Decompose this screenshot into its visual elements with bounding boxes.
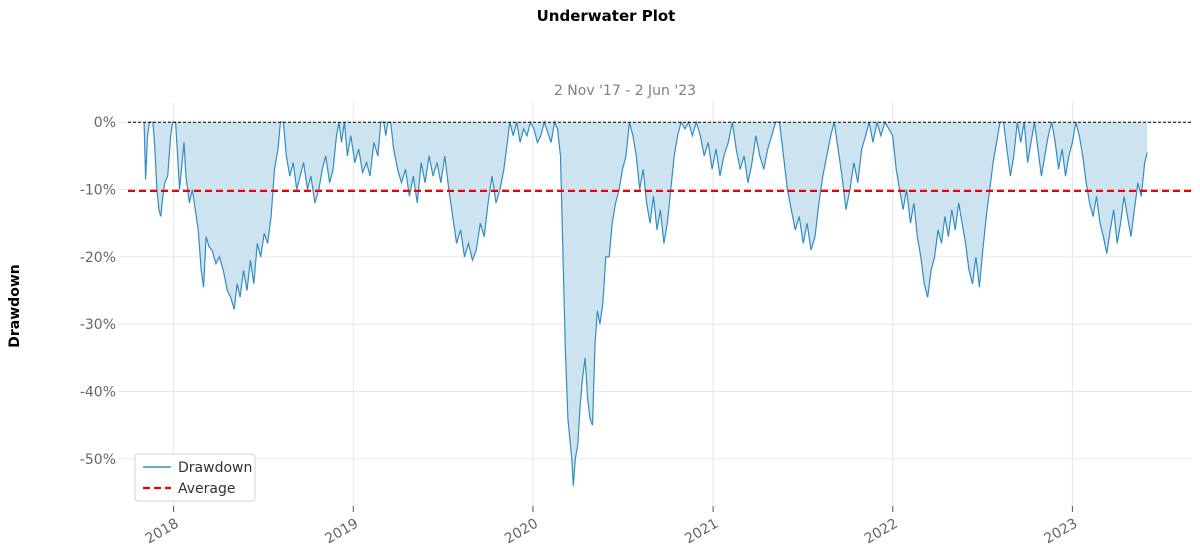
legend: Drawdown Average bbox=[134, 453, 256, 502]
x-axis-ticks: 2018 2019 2020 2021 2022 2023 bbox=[143, 506, 1081, 548]
drawdown-area bbox=[144, 122, 1148, 486]
x-tick-label: 2021 bbox=[682, 516, 721, 548]
y-tick-label: -40% bbox=[80, 385, 116, 401]
y-tick-label: -20% bbox=[80, 250, 116, 266]
legend-box bbox=[134, 453, 256, 502]
y-axis-ticks: 0% -10% -20% -30% -40% -50% bbox=[80, 115, 116, 468]
chart-subtitle: 2 Nov '17 - 2 Jun '23 bbox=[554, 83, 696, 99]
chart-title: Underwater Plot bbox=[537, 7, 676, 25]
y-tick-label: 0% bbox=[94, 115, 116, 131]
x-tick-label: 2020 bbox=[502, 516, 541, 548]
y-axis-label: Drawdown bbox=[7, 264, 23, 347]
legend-label-average: Average bbox=[178, 481, 236, 497]
legend-label-drawdown: Drawdown bbox=[178, 460, 252, 476]
drawdown-line bbox=[143, 120, 1148, 486]
x-tick-label: 2023 bbox=[1042, 516, 1081, 548]
y-tick-label: -10% bbox=[80, 183, 116, 199]
x-tick-label: 2018 bbox=[143, 516, 182, 548]
x-tick-label: 2019 bbox=[322, 516, 361, 548]
y-tick-label: -50% bbox=[80, 452, 116, 468]
y-tick-label: -30% bbox=[80, 317, 116, 333]
x-tick-label: 2022 bbox=[862, 516, 901, 548]
